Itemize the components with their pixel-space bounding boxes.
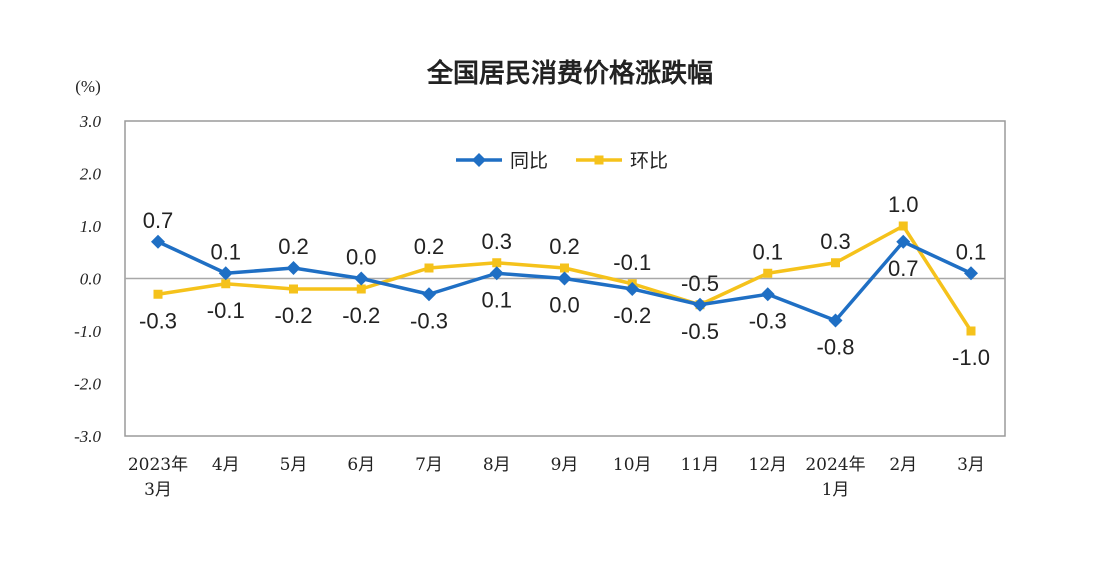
mom-point (356, 284, 366, 294)
mom-point (289, 284, 298, 294)
series-layer (151, 221, 978, 336)
y-tick-label: 0.0 (80, 270, 102, 289)
yoy-point (489, 266, 504, 281)
chart-legend: 同比 环比 (456, 150, 668, 172)
yoy-data-label: 0.1 (210, 239, 241, 264)
yoy-point (557, 271, 572, 286)
y-tick-label: -3.0 (74, 427, 101, 446)
mom-point (560, 263, 569, 273)
legend-label: 环比 (630, 150, 668, 172)
x-tick-label: 7月 (415, 455, 443, 475)
yoy-point (354, 271, 369, 286)
y-tick-label: -1.0 (74, 322, 101, 341)
x-tick-label: 11月 (681, 455, 720, 475)
x-tick-label: 10月 (613, 455, 652, 475)
x-tick-label: 6月 (347, 455, 375, 475)
mom-data-label: -0.1 (613, 250, 651, 275)
mom-data-label: -0.2 (342, 303, 380, 328)
yoy-point (218, 266, 233, 281)
yoy-data-label: 0.2 (278, 234, 309, 259)
mom-point (221, 279, 231, 289)
yoy-data-label: 0.7 (143, 208, 174, 233)
x-tick-label: 2023年 3月 (128, 455, 188, 500)
mom-data-label: 0.2 (549, 234, 580, 259)
mom-data-label: 0.3 (481, 229, 512, 254)
mom-point (153, 289, 163, 299)
y-tick-label: 3.0 (79, 112, 102, 131)
chart-title: 全国居民消费价格涨跌幅 (426, 58, 713, 89)
x-tick-label: 2024年 1月 (805, 455, 865, 500)
yoy-point (422, 287, 436, 302)
mom-data-label: 0.1 (752, 239, 783, 264)
y-tick-label: 1.0 (80, 217, 102, 236)
yoy-point (151, 234, 165, 249)
mom-data-label: 0.3 (820, 229, 851, 254)
y-axis-unit-label: (%) (75, 77, 100, 96)
legend-label: 同比 (510, 150, 548, 172)
yoy-data-label: 0.1 (481, 287, 512, 312)
mom-data-label: 0.2 (414, 234, 445, 259)
mom-data-label: -0.2 (275, 303, 313, 328)
mom-point (898, 221, 908, 231)
mom-data-label: -0.5 (681, 319, 719, 344)
yoy-point (693, 297, 707, 312)
yoy-data-label: 0.0 (346, 245, 377, 270)
mom-point (492, 258, 502, 268)
mom-data-label: -1.0 (952, 345, 990, 370)
yoy-point (964, 266, 978, 281)
data-labels: 0.7 -0.3 0.1 -0.1 0.2 -0.2 0.0 -0.2 -0.3 0.2 0.1 0.… (139, 192, 990, 370)
yoy-point (896, 234, 911, 249)
x-axis: 2023年 3月 4月 5月 6月 7月 8月 9月 10月 11月 12月 2024年 1月 2月 3月 (128, 455, 985, 500)
mom-data-label: -0.3 (139, 308, 177, 333)
mom-point (966, 326, 976, 336)
yoy-point (286, 261, 301, 275)
legend-marker (472, 153, 486, 167)
x-tick-label: 8月 (483, 455, 511, 475)
mom-point (424, 263, 434, 273)
legend-marker (594, 155, 604, 165)
x-tick-label: 4月 (212, 455, 240, 475)
x-tick-label: 5月 (280, 455, 308, 475)
yoy-data-label: -0.2 (613, 303, 651, 328)
mom-point (831, 258, 840, 268)
x-tick-label: 3月 (957, 455, 985, 475)
yoy-data-label: -0.3 (749, 308, 787, 333)
yoy-point (828, 313, 843, 328)
mom-point (763, 268, 773, 278)
y-tick-label: -2.0 (74, 375, 101, 394)
yoy-data-label: 0.0 (549, 293, 580, 318)
yoy-point (625, 282, 640, 296)
yoy-point (760, 287, 775, 302)
x-tick-label: 9月 (551, 455, 579, 475)
x-tick-label: 2月 (889, 455, 917, 475)
y-tick-label: 2.0 (80, 165, 102, 184)
yoy-data-label: 0.7 (888, 256, 919, 281)
mom-data-label: 1.0 (888, 192, 919, 217)
mom-data-label: -0.1 (207, 298, 245, 323)
yoy-data-label: -0.5 (681, 271, 719, 296)
yoy-data-label: 0.1 (956, 239, 987, 264)
yoy-data-label: -0.8 (817, 335, 855, 360)
yoy-data-label: -0.3 (410, 308, 448, 333)
x-tick-label: 12月 (748, 455, 787, 475)
